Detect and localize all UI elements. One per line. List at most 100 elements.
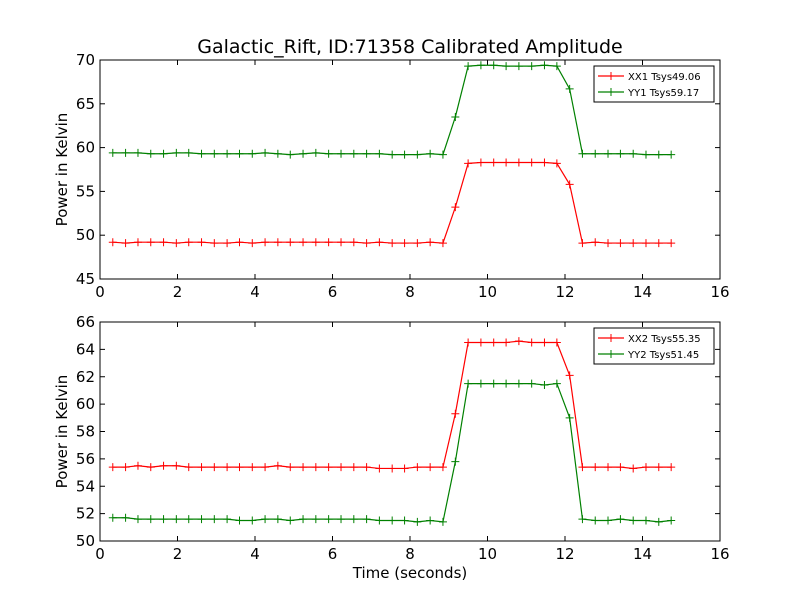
data-point xyxy=(299,149,308,158)
data-point xyxy=(489,338,498,347)
data-point xyxy=(375,149,384,158)
data-point xyxy=(286,463,295,472)
data-point xyxy=(337,515,346,524)
x-tick-label: 16 xyxy=(710,283,729,301)
y-tick-label: 45 xyxy=(76,270,95,288)
data-point xyxy=(514,158,523,167)
data-point xyxy=(667,239,676,248)
data-point xyxy=(413,463,422,472)
data-point xyxy=(641,150,650,159)
data-point xyxy=(641,239,650,248)
data-point xyxy=(337,149,346,158)
data-point xyxy=(273,149,282,158)
data-point xyxy=(426,463,435,472)
data-point xyxy=(616,149,625,158)
series-1 xyxy=(108,158,676,248)
data-point xyxy=(514,379,523,388)
data-point xyxy=(235,463,244,472)
data-point xyxy=(388,464,397,473)
data-point xyxy=(159,238,168,247)
data-point xyxy=(438,239,447,248)
data-point xyxy=(311,515,320,524)
data-point xyxy=(324,238,333,247)
data-point xyxy=(489,158,498,167)
data-point xyxy=(273,461,282,470)
data-point xyxy=(426,238,435,247)
data-point xyxy=(184,148,193,157)
chart-1: 0 2 4 6 8 10 12 14 16 45 50 55 60 65 70 Power in Kelvin… xyxy=(53,51,730,301)
data-point xyxy=(337,463,346,472)
data-point xyxy=(654,239,663,248)
data-point xyxy=(654,150,663,159)
data-point xyxy=(108,513,117,522)
data-point xyxy=(146,515,155,524)
x-tick-label: 6 xyxy=(328,283,338,301)
data-point xyxy=(489,61,498,70)
data-point xyxy=(337,238,346,247)
data-point xyxy=(273,515,282,524)
data-point xyxy=(667,516,676,525)
data-point xyxy=(527,158,536,167)
legend-box xyxy=(593,65,715,103)
legend-box xyxy=(593,327,715,365)
data-point xyxy=(400,464,409,473)
data-point xyxy=(591,516,600,525)
data-point xyxy=(578,463,587,472)
data-point xyxy=(210,149,219,158)
data-point xyxy=(502,379,511,388)
data-point xyxy=(604,149,613,158)
data-point xyxy=(514,62,523,71)
data-point xyxy=(159,149,168,158)
data-point xyxy=(311,238,320,247)
legend-marker xyxy=(607,88,615,96)
data-point xyxy=(654,517,663,526)
data-point xyxy=(210,463,219,472)
data-point xyxy=(578,515,587,524)
data-point xyxy=(464,159,473,168)
x-tick-label: 0 xyxy=(95,283,105,301)
data-point xyxy=(121,513,130,522)
data-point xyxy=(261,515,270,524)
x-tick-label: 10 xyxy=(478,283,497,301)
data-point xyxy=(261,238,270,247)
data-point xyxy=(552,62,561,71)
y-tick-label: 65 xyxy=(76,95,95,113)
x-tick-label: 16 xyxy=(710,545,729,563)
data-point xyxy=(654,463,663,472)
data-point xyxy=(667,463,676,472)
data-point xyxy=(527,62,536,71)
data-point xyxy=(629,516,638,525)
data-point xyxy=(451,203,460,212)
data-point xyxy=(235,238,244,247)
data-point xyxy=(349,463,358,472)
data-point xyxy=(464,338,473,347)
y-tick-label: 66 xyxy=(76,313,95,331)
data-point xyxy=(172,461,181,470)
data-point xyxy=(362,239,371,248)
data-point xyxy=(565,413,574,422)
data-point xyxy=(324,149,333,158)
data-point xyxy=(172,515,181,524)
data-point xyxy=(197,515,206,524)
x-tick-label: 14 xyxy=(633,545,652,563)
data-point xyxy=(324,463,333,472)
data-point xyxy=(121,463,130,472)
data-point xyxy=(604,239,613,248)
data-point xyxy=(451,112,460,121)
data-point xyxy=(235,516,244,525)
data-point xyxy=(565,371,574,380)
data-point xyxy=(108,238,117,247)
data-point xyxy=(248,149,257,158)
x-tick-label: 8 xyxy=(405,545,415,563)
data-point xyxy=(273,238,282,247)
data-point xyxy=(261,148,270,157)
y-tick-label: 52 xyxy=(76,505,95,523)
data-point xyxy=(146,463,155,472)
data-point xyxy=(604,516,613,525)
y-tick-label: 64 xyxy=(76,340,95,358)
legend: XX1 Tsys49.06 YY1 Tsys59.17 xyxy=(593,65,715,103)
data-point xyxy=(210,239,219,248)
x-tick-label: 6 xyxy=(328,545,338,563)
data-point xyxy=(299,463,308,472)
